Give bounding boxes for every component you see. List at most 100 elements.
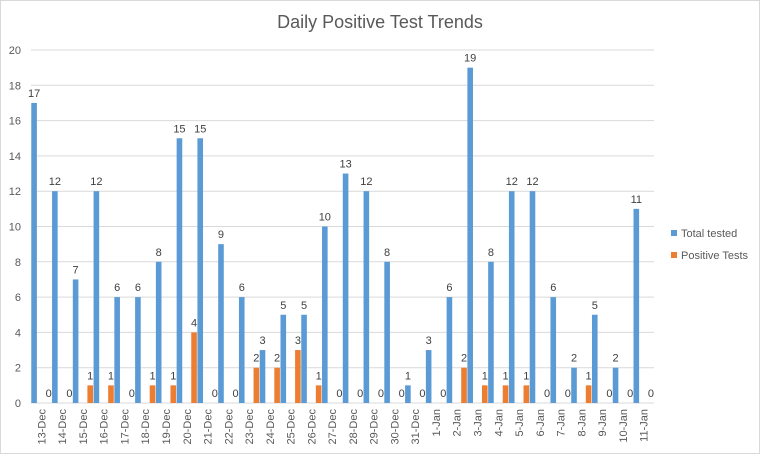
data-label: 1 — [87, 370, 93, 382]
bar — [253, 367, 260, 403]
y-tick-label: 18 — [9, 80, 21, 92]
bar — [114, 297, 120, 403]
x-tick-label: 14-Dec — [57, 409, 69, 445]
bar — [301, 314, 307, 403]
data-label: 12 — [90, 176, 102, 188]
data-label: 8 — [488, 247, 494, 259]
x-tick-label: 27-Dec — [327, 409, 339, 445]
bar — [108, 385, 114, 403]
x-tick-label: 25-Dec — [286, 409, 298, 445]
data-label: 19 — [464, 53, 476, 65]
data-label: 6 — [135, 282, 141, 294]
x-tick-label: 13-Dec — [36, 409, 48, 445]
legend-swatch — [671, 230, 677, 236]
data-label: 5 — [592, 300, 598, 312]
data-label: 12 — [526, 176, 538, 188]
data-label: 12 — [49, 176, 61, 188]
data-label: 0 — [66, 388, 72, 400]
data-label: 2 — [253, 353, 259, 365]
bar — [342, 173, 349, 403]
data-label: 2 — [612, 353, 618, 365]
data-label: 0 — [129, 388, 135, 400]
x-tick-label: 16-Dec — [99, 409, 111, 445]
bar — [612, 367, 619, 403]
y-tick-label: 0 — [15, 398, 21, 410]
data-label: 11 — [631, 194, 642, 206]
bar — [405, 385, 411, 403]
data-label: 9 — [218, 229, 224, 241]
bar — [481, 385, 488, 403]
y-tick-label: 20 — [9, 45, 21, 57]
data-label: 0 — [440, 388, 446, 400]
bar — [135, 297, 141, 403]
data-label: 3 — [259, 335, 265, 347]
x-tick-label: 2-Jan — [452, 409, 464, 437]
x-tick-label: 21-Dec — [203, 409, 215, 445]
bar — [238, 297, 245, 403]
bar — [502, 385, 509, 403]
y-tick-label: 10 — [9, 222, 21, 234]
data-label: 1 — [586, 370, 592, 382]
data-label: 1 — [316, 370, 322, 382]
data-label: 3 — [295, 335, 301, 347]
data-label: 8 — [384, 247, 390, 259]
bar — [149, 385, 156, 403]
bar — [322, 226, 328, 403]
legend-swatch — [671, 252, 677, 258]
bar — [280, 314, 287, 403]
data-label: 5 — [301, 300, 307, 312]
data-label: 0 — [544, 388, 550, 400]
bar — [425, 350, 432, 403]
data-label: 6 — [550, 282, 556, 294]
data-label: 12 — [360, 176, 372, 188]
x-tick-label: 4-Jan — [493, 409, 505, 437]
data-label: 0 — [399, 388, 405, 400]
legend: Total tested Positive Tests — [671, 228, 749, 262]
bars — [31, 67, 640, 404]
bar — [523, 385, 530, 403]
legend-label: Total tested — [681, 228, 737, 240]
data-label: 0 — [336, 388, 342, 400]
bar — [218, 244, 224, 403]
x-tick-label: 29-Dec — [369, 409, 381, 445]
bar — [461, 367, 467, 403]
data-labels: 1701207112160618115415090623253511001301… — [28, 53, 654, 400]
x-tick-label: 22-Dec — [223, 409, 235, 445]
bar — [446, 297, 453, 403]
bar — [633, 208, 640, 403]
y-tick-label: 16 — [9, 116, 21, 128]
bar — [191, 332, 197, 403]
data-label: 6 — [446, 282, 452, 294]
x-tick-label: 15-Dec — [78, 409, 90, 445]
y-axis-ticks: 0 2 4 6 8 10 12 14 16 18 20 — [9, 45, 21, 410]
data-label: 6 — [114, 282, 120, 294]
x-tick-label: 8-Jan — [576, 409, 588, 437]
bar — [550, 297, 557, 403]
data-label: 1 — [108, 370, 114, 382]
x-tick-label: 7-Jan — [556, 409, 568, 437]
data-label: 0 — [419, 388, 425, 400]
x-tick-label: 6-Jan — [535, 409, 547, 437]
x-tick-label: 28-Dec — [348, 409, 360, 445]
data-label: 5 — [280, 300, 286, 312]
data-label: 0 — [46, 388, 52, 400]
data-label: 2 — [571, 353, 577, 365]
data-label: 0 — [378, 388, 384, 400]
x-tick-label: 31-Dec — [410, 409, 422, 445]
data-label: 1 — [523, 370, 529, 382]
x-tick-label: 18-Dec — [140, 409, 152, 445]
x-tick-label: 30-Dec — [389, 409, 401, 445]
x-tick-label: 10-Jan — [618, 409, 630, 443]
bar — [170, 385, 177, 403]
data-label: 1 — [482, 370, 488, 382]
bar — [87, 385, 94, 403]
bar — [72, 279, 79, 403]
data-label: 6 — [239, 282, 245, 294]
data-label: 0 — [627, 388, 633, 400]
data-label: 1 — [405, 370, 411, 382]
data-label: 2 — [461, 353, 467, 365]
data-label: 0 — [233, 388, 239, 400]
data-label: 15 — [194, 123, 206, 135]
